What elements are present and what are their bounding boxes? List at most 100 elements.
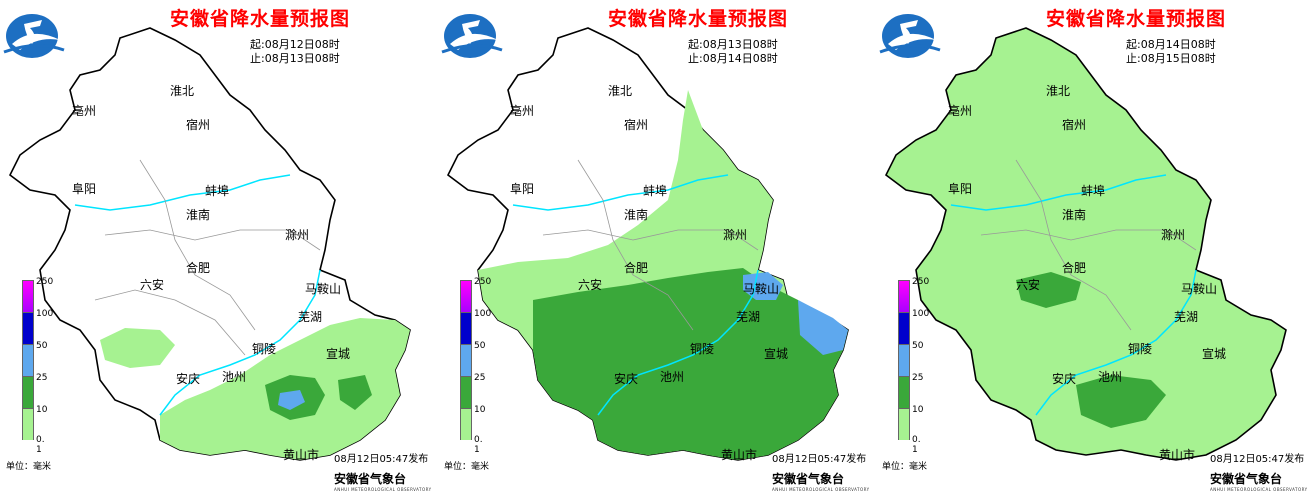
logo-icon [3, 14, 65, 58]
city-label: 马鞍山 [305, 282, 342, 296]
city-label: 亳州 [510, 104, 535, 118]
unit-label: 单位：毫米 [6, 462, 52, 472]
city-label: 合肥 [1062, 261, 1087, 275]
province-map [446, 27, 849, 461]
city-label: 芜湖 [736, 310, 761, 324]
legend-tick: 250 [36, 277, 54, 287]
province-map [884, 27, 1287, 461]
city-label: 蚌埠 [1081, 184, 1106, 198]
issue-time: 08月12日05:47发布 [1210, 454, 1305, 465]
city-label: 合肥 [624, 261, 649, 275]
city-label: 宣城 [764, 347, 789, 361]
legend-swatch [22, 312, 34, 344]
precip-legend: 250 100 50 25 10 0. 1 [22, 277, 53, 455]
city-label: 阜阳 [72, 182, 97, 196]
legend-tick: 10 [36, 405, 48, 415]
legend-swatch [460, 408, 472, 440]
legend-tick: 50 [36, 341, 48, 351]
city-label: 滁州 [285, 228, 310, 242]
office-name: 安徽省气象台 [334, 472, 407, 486]
office-name: 安徽省气象台 [772, 472, 845, 486]
legend-tick: 0. 1 [36, 435, 45, 455]
city-label: 安庆 [1052, 372, 1077, 386]
period-start: 起:08月13日08时 [688, 38, 778, 51]
city-label: 淮南 [186, 208, 211, 222]
city-label: 亳州 [72, 104, 97, 118]
city-label: 六安 [140, 278, 165, 292]
legend-tick: 0. 1 [912, 435, 921, 455]
city-label: 宿州 [186, 118, 211, 132]
forecast-panel-day2: 安徽省降水量预报图 起:08月13日08时 止:08月14日08时 亳州 淮北 … [438, 0, 876, 501]
city-label: 合肥 [186, 261, 211, 275]
legend-swatch [460, 280, 472, 312]
city-label: 池州 [1098, 370, 1123, 384]
forecast-panel-day3: 安徽省降水量预报图 起:08月14日08时 止:08月15日08时 亳州 淮北 … [876, 0, 1314, 501]
city-label: 滁州 [1161, 228, 1186, 242]
city-label: 淮南 [624, 208, 649, 222]
city-label: 六安 [1016, 278, 1041, 292]
office-name-en: ANHUI METEOROLOGICAL OBSERVATORY [1210, 487, 1308, 492]
legend-tick: 25 [912, 373, 924, 383]
legend-swatch [898, 408, 910, 440]
legend-swatch [22, 408, 34, 440]
period-end: 止:08月15日08时 [1126, 52, 1216, 65]
legend-tick: 250 [474, 277, 492, 287]
city-label: 淮北 [170, 84, 195, 98]
city-label: 池州 [222, 370, 247, 384]
city-label: 黄山市 [283, 448, 320, 462]
office-name-en: ANHUI METEOROLOGICAL OBSERVATORY [772, 487, 870, 492]
city-label: 安庆 [176, 372, 201, 386]
city-label: 宣城 [326, 347, 351, 361]
city-label: 蚌埠 [643, 184, 668, 198]
legend-tick: 50 [474, 341, 486, 351]
map-title: 安徽省降水量预报图 [608, 8, 789, 30]
legend-tick: 100 [912, 309, 930, 319]
legend-swatch [460, 344, 472, 376]
legend-tick: 100 [474, 309, 492, 319]
city-label: 马鞍山 [743, 282, 780, 296]
legend-tick: 100 [36, 309, 54, 319]
city-label: 宿州 [1062, 118, 1087, 132]
legend-swatch [460, 312, 472, 344]
forecast-period: 起:08月14日08时 止:08月15日08时 [1126, 38, 1216, 66]
precip-legend: 250 100 50 25 10 0. 1 [898, 277, 929, 455]
city-label: 淮南 [1062, 208, 1087, 222]
city-label: 马鞍山 [1181, 282, 1218, 296]
period-start: 起:08月12日08时 [250, 38, 340, 51]
period-end: 止:08月14日08时 [688, 52, 778, 65]
legend-tick: 10 [912, 405, 924, 415]
office-name-en: ANHUI METEOROLOGICAL OBSERVATORY [334, 487, 432, 492]
map-title: 安徽省降水量预报图 [1046, 8, 1227, 30]
city-label: 铜陵 [252, 342, 277, 356]
city-label: 亳州 [948, 104, 973, 118]
office-name: 安徽省气象台 [1210, 472, 1283, 486]
legend-swatch [898, 344, 910, 376]
city-label: 阜阳 [510, 182, 535, 196]
legend-swatch [898, 312, 910, 344]
city-label: 铜陵 [1128, 342, 1153, 356]
forecast-period: 起:08月13日08时 止:08月14日08时 [688, 38, 778, 66]
period-end: 止:08月13日08时 [250, 52, 340, 65]
logo-icon [879, 14, 941, 58]
city-label: 滁州 [723, 228, 748, 242]
city-label: 黄山市 [1159, 448, 1196, 462]
legend-swatch [898, 280, 910, 312]
legend-tick: 25 [474, 373, 486, 383]
legend-swatch [898, 376, 910, 408]
city-label: 淮北 [608, 84, 633, 98]
city-label: 淮北 [1046, 84, 1071, 98]
issue-time: 08月12日05:47发布 [334, 454, 429, 465]
legend-tick: 0. 1 [474, 435, 483, 455]
legend-swatch [460, 376, 472, 408]
city-label: 安庆 [614, 372, 639, 386]
city-label: 铜陵 [690, 342, 715, 356]
issue-time: 08月12日05:47发布 [772, 454, 867, 465]
city-label: 六安 [578, 278, 603, 292]
unit-label: 单位：毫米 [882, 462, 928, 472]
legend-swatch [22, 280, 34, 312]
period-start: 起:08月14日08时 [1126, 38, 1216, 51]
city-label: 宿州 [624, 118, 649, 132]
map-title: 安徽省降水量预报图 [170, 8, 351, 30]
city-label: 芜湖 [1174, 310, 1199, 324]
city-label: 黄山市 [721, 448, 758, 462]
